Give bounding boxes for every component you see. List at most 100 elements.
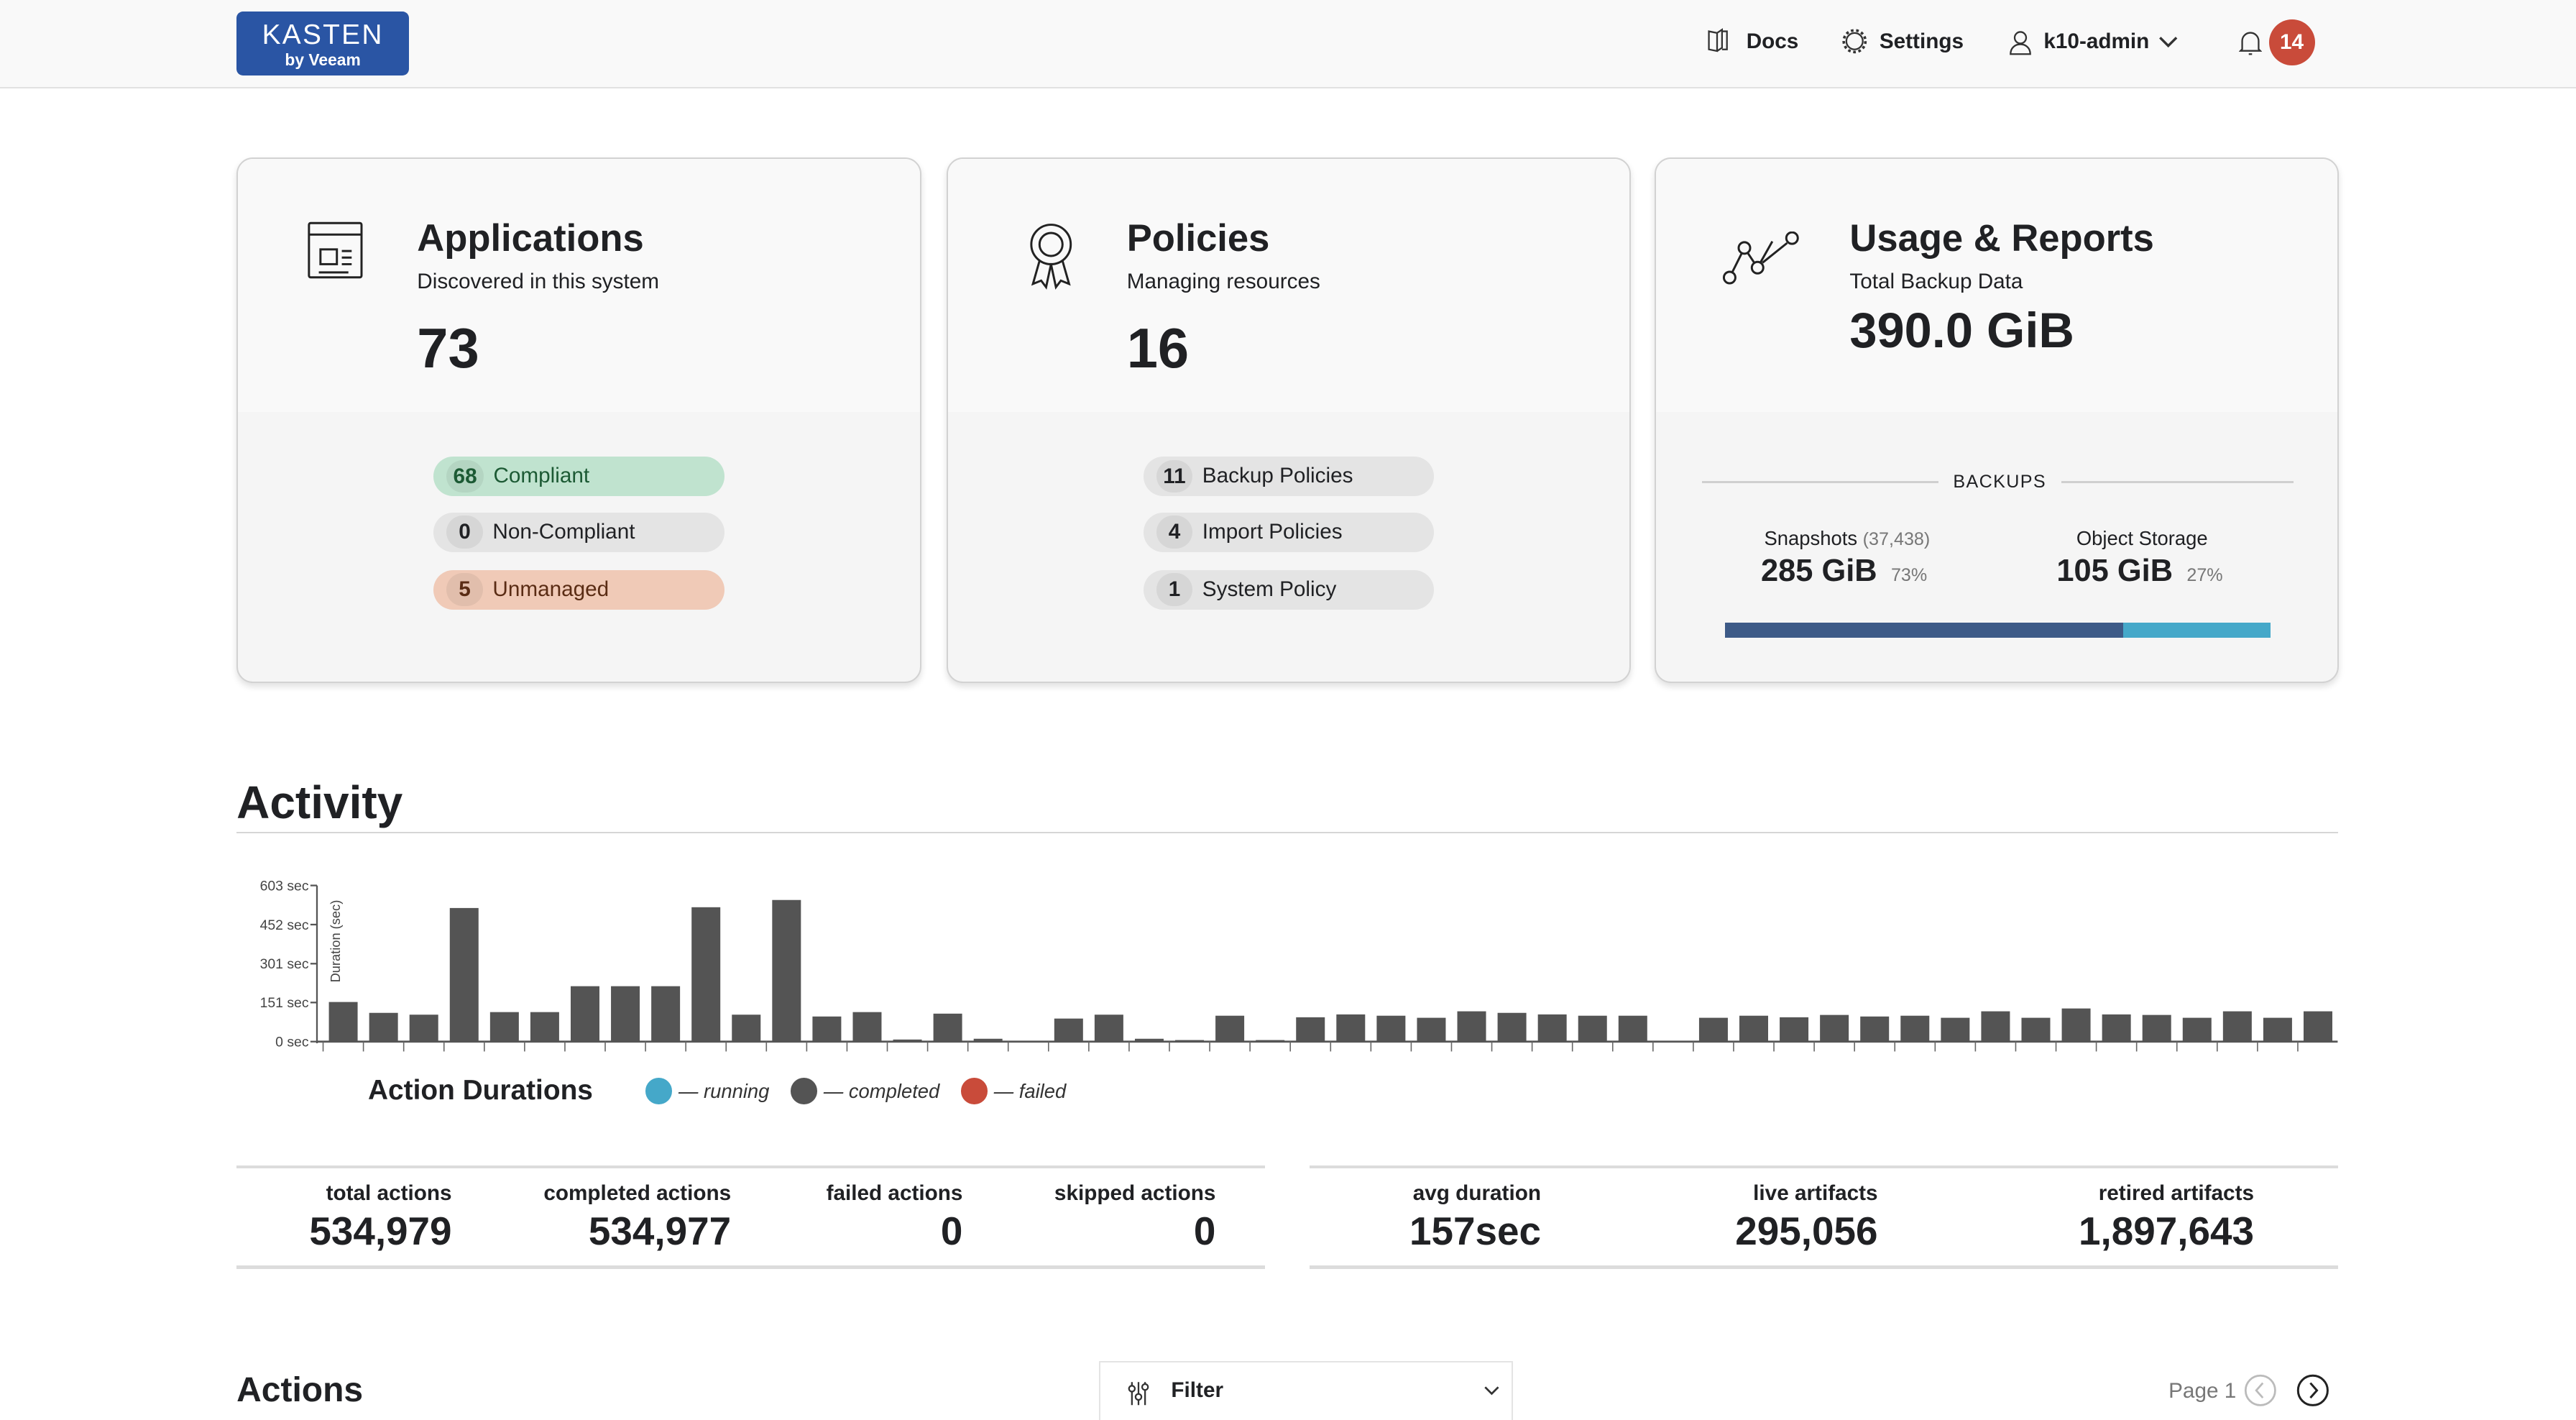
user-menu[interactable]: k10-admin bbox=[2009, 28, 2189, 58]
bar bbox=[2182, 1017, 2212, 1043]
chart-legend: — running — completed — failed bbox=[645, 1078, 1066, 1104]
bar bbox=[1417, 1017, 1446, 1043]
bar bbox=[489, 1012, 519, 1043]
pill-label: Import Policies bbox=[1202, 519, 1343, 544]
stat-avg-duration: avg duration 157sec bbox=[1409, 1181, 1541, 1253]
y-tick-label: 0 sec bbox=[275, 1035, 309, 1050]
card-subtitle: Managing resources bbox=[1126, 269, 1320, 293]
unmanaged-pill[interactable]: 5 Unmanaged bbox=[433, 569, 724, 610]
previous-page-button[interactable] bbox=[2244, 1374, 2277, 1407]
activity-heading: Activity bbox=[236, 776, 403, 828]
pill-count: 4 bbox=[1156, 516, 1193, 549]
pill-label: Backup Policies bbox=[1202, 464, 1353, 488]
bar bbox=[1900, 1016, 1930, 1043]
bar bbox=[1578, 1016, 1607, 1043]
bar bbox=[1780, 1017, 1809, 1043]
chevron-down-icon bbox=[2159, 37, 2178, 48]
user-icon bbox=[2010, 31, 2032, 55]
activity-divider bbox=[236, 831, 2338, 833]
system-policy-pill[interactable]: 1 System Policy bbox=[1143, 569, 1435, 610]
bar bbox=[1941, 1017, 1970, 1043]
stat-failed-actions: failed actions 0 bbox=[826, 1181, 963, 1253]
filter-dropdown[interactable]: Filter bbox=[1099, 1360, 1513, 1420]
usage-reports-card[interactable]: Usage & Reports Total Backup Data 390.0 … bbox=[1654, 157, 2340, 684]
bar bbox=[1215, 1016, 1245, 1043]
completed-dot-icon bbox=[791, 1078, 817, 1104]
stat-retired-artifacts: retired artifacts 1,897,643 bbox=[2078, 1181, 2254, 1253]
stat-live-artifacts: live artifacts 295,056 bbox=[1735, 1181, 1878, 1253]
book-icon bbox=[1707, 27, 1728, 52]
bell-icon[interactable] bbox=[2239, 29, 2263, 58]
backup-policies-pill[interactable]: 11 Backup Policies bbox=[1143, 457, 1435, 496]
bar bbox=[772, 900, 801, 1043]
pill-count: 5 bbox=[446, 573, 483, 607]
bar bbox=[852, 1012, 882, 1043]
action-durations-chart: 0 sec 151 sec 301 sec 452 sec 603 sec Duratio… bbox=[260, 879, 2338, 1052]
bar bbox=[933, 1014, 962, 1043]
kasten-logo[interactable]: KASTEN by Veeam bbox=[236, 11, 410, 76]
bar bbox=[1095, 1014, 1124, 1043]
applications-count: 73 bbox=[417, 317, 479, 380]
object-storage-value: 105 GiB 27% bbox=[2056, 553, 2223, 588]
bar bbox=[2061, 1009, 2091, 1043]
notification-badge[interactable]: 14 bbox=[2268, 19, 2315, 66]
card-title: Policies bbox=[1126, 217, 1270, 260]
pill-label: System Policy bbox=[1202, 577, 1337, 601]
user-label: k10-admin bbox=[2043, 29, 2150, 54]
import-policies-pill[interactable]: 4 Import Policies bbox=[1143, 512, 1435, 552]
bar bbox=[651, 986, 681, 1043]
bar bbox=[2263, 1017, 2293, 1043]
stats-divider bbox=[236, 1165, 1265, 1169]
bar bbox=[1336, 1014, 1366, 1043]
chevron-down-icon bbox=[1484, 1385, 1499, 1395]
award-ribbon-icon bbox=[1030, 224, 1072, 290]
bar bbox=[893, 1040, 922, 1043]
pill-count: 68 bbox=[446, 459, 484, 493]
non-compliant-pill[interactable]: 0 Non-Compliant bbox=[433, 512, 724, 552]
bar bbox=[1376, 1016, 1406, 1043]
bar bbox=[1820, 1015, 1849, 1043]
snapshots-label: Snapshots (37,438) bbox=[1764, 527, 1931, 550]
snapshots-segment bbox=[1724, 622, 2123, 638]
bar bbox=[2102, 1014, 2131, 1043]
card-title: Applications bbox=[417, 217, 644, 260]
total-backup-value: 390.0 GiB bbox=[1849, 303, 2074, 359]
bar bbox=[812, 1017, 842, 1043]
next-page-button[interactable] bbox=[2296, 1374, 2329, 1407]
card-subtitle: Discovered in this system bbox=[417, 269, 660, 293]
bar bbox=[530, 1012, 560, 1043]
bar bbox=[1699, 1017, 1729, 1043]
bar bbox=[2222, 1011, 2252, 1043]
legend-running: — running bbox=[678, 1079, 770, 1102]
pill-label: Unmanaged bbox=[492, 577, 610, 601]
bar bbox=[1981, 1011, 2010, 1043]
docs-label: Docs bbox=[1746, 29, 1799, 54]
stat-total-actions: total actions 534,979 bbox=[309, 1181, 452, 1253]
bar bbox=[369, 1013, 398, 1043]
bar bbox=[2021, 1017, 2051, 1043]
snapshots-count: (37,438) bbox=[1862, 529, 1931, 550]
bar bbox=[691, 907, 721, 1043]
pill-label: Non-Compliant bbox=[492, 519, 635, 544]
snapshots-value: 285 GiB 73% bbox=[1760, 553, 1928, 588]
failed-dot-icon bbox=[961, 1078, 988, 1104]
card-subtitle: Total Backup Data bbox=[1849, 269, 2023, 293]
bar bbox=[1537, 1014, 1567, 1043]
snapshots-percent: 73% bbox=[1890, 564, 1928, 585]
stats-divider bbox=[1309, 1165, 2338, 1169]
applications-card[interactable]: Applications Discovered in this system 7… bbox=[236, 157, 921, 684]
bar bbox=[973, 1039, 1003, 1043]
bar bbox=[2304, 1011, 2333, 1043]
bar bbox=[1618, 1016, 1647, 1043]
policies-card[interactable]: Policies Managing resources 16 11 Backup … bbox=[946, 157, 1632, 684]
bar bbox=[1256, 1040, 1285, 1043]
top-header: KASTEN by Veeam Docs Settings k10-admin … bbox=[0, 0, 2576, 89]
logo-brand: KASTEN bbox=[262, 19, 384, 51]
policies-count: 16 bbox=[1126, 317, 1190, 380]
backups-heading: BACKUPS bbox=[1938, 471, 2061, 493]
gear-icon bbox=[1842, 29, 1867, 54]
object-storage-segment bbox=[2122, 622, 2271, 638]
object-storage-percent: 27% bbox=[2186, 564, 2223, 585]
y-tick-label: 301 sec bbox=[260, 957, 309, 973]
compliant-pill[interactable]: 68 Compliant bbox=[433, 457, 724, 496]
